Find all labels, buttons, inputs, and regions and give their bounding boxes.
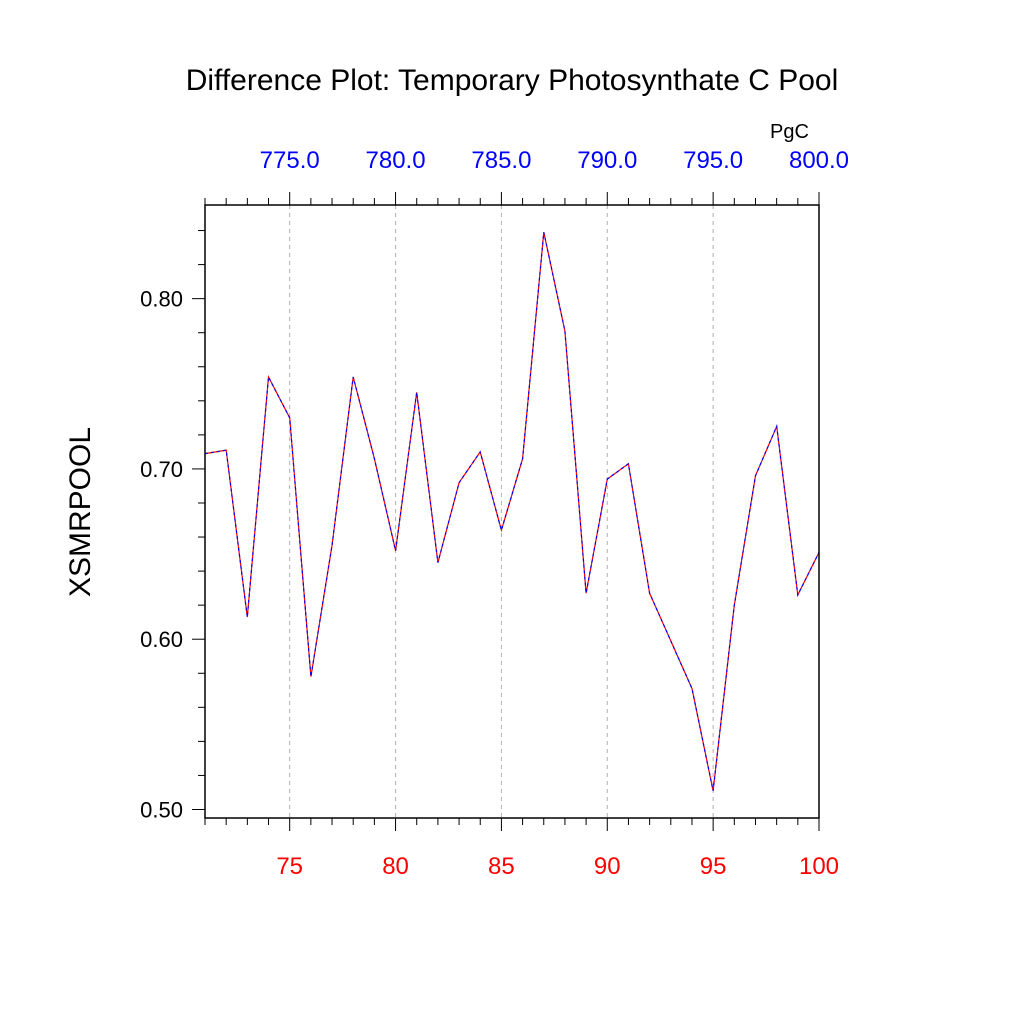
series-lines xyxy=(204,232,820,791)
x-tick-label: 90 xyxy=(594,853,621,880)
top-tick-label: 775.0 xyxy=(260,147,320,174)
top-axis-unit: PgC xyxy=(770,121,809,143)
top-tick-label: 785.0 xyxy=(471,147,531,174)
x-tick-label: 80 xyxy=(382,853,409,880)
top-tick-label: 790.0 xyxy=(577,147,637,174)
top-tick-label: 800.0 xyxy=(789,147,849,174)
y-tick-label: 0.60 xyxy=(140,627,183,652)
y-axis-label: XSMRPOOL xyxy=(64,427,97,597)
top-tick-label: 780.0 xyxy=(366,147,426,174)
x-tick-label: 100 xyxy=(799,853,839,880)
x-tick-label: 95 xyxy=(700,853,727,880)
series-line xyxy=(204,232,820,791)
tick-labels: 0.50 0.60 0.70 0.80 75 80 85 90 95 100 775.0 780.0 7… xyxy=(140,147,849,880)
axis-ticks xyxy=(192,192,820,831)
x-tick-label: 85 xyxy=(488,853,515,880)
plot-frame xyxy=(204,204,820,819)
y-tick-label: 0.50 xyxy=(140,797,183,822)
y-tick-label: 0.70 xyxy=(140,457,183,482)
chart-title: Difference Plot: Temporary Photosynthate… xyxy=(186,64,839,97)
grid-lines xyxy=(289,205,714,818)
top-tick-label: 795.0 xyxy=(683,147,743,174)
y-tick-label: 0.80 xyxy=(140,287,183,312)
x-tick-label: 75 xyxy=(276,853,303,880)
